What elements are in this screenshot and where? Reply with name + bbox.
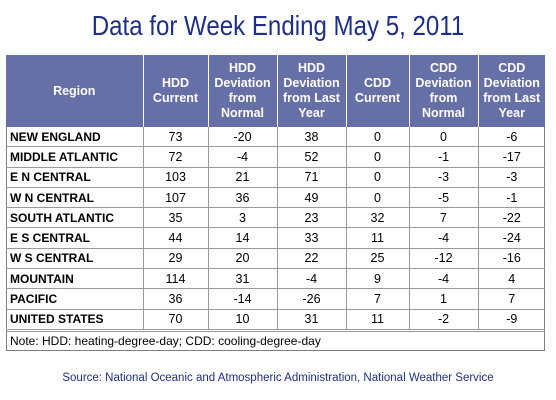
value-cell: -4 [409,227,479,249]
value-cell: 107 [143,187,209,209]
value-cell: 22 [277,248,347,270]
region-cell: W N CENTRAL [6,187,144,209]
value-cell: 0 [346,146,410,168]
page-title: Data for Week Ending May 5, 2011 [91,10,465,41]
table-header-row: Region HDD Current HDD Deviation from Normal HD… [6,55,545,127]
column-header: HDD Deviation from Last Year [277,55,347,127]
value-cell: 52 [277,146,347,168]
table-body: NEW ENGLAND 73 -20 38 0 0 -6 MIDDLE ATLANTIC 72-… [6,127,545,330]
value-cell: 11 [346,227,410,249]
value-cell: 4 [478,268,545,290]
value-cell: -6 [478,127,545,148]
degree-day-table: Region HDD Current HDD Deviation from Normal HD… [6,55,545,330]
table-row: E N CENTRAL 103 21 71 0 -3 -3 [6,167,545,188]
column-header: CDD Deviation from Last Year [478,55,545,127]
value-cell: 32 [346,207,410,229]
value-cell: 103 [143,167,209,188]
value-cell: 73 [143,127,209,148]
value-cell: -3 [478,167,545,188]
source-citation: Source: National Oceanic and Atmospheric… [62,372,494,384]
value-cell: 7 [409,207,479,229]
value-cell: -17 [478,146,545,168]
value-cell: -4 [277,268,347,290]
column-header: HDD Deviation from Normal [208,55,278,127]
table-row: W N CENTRAL 107 36 49 0 -5 -1 [6,187,545,209]
region-cell: MIDDLE ATLANTIC [6,146,144,168]
value-cell: 36 [143,288,209,310]
value-cell: 23 [277,207,347,229]
value-cell: -1 [409,146,479,168]
column-header: Region [6,55,144,127]
region-cell: UNITED STATES [6,309,144,330]
value-cell: 71 [277,167,347,188]
region-cell: E N CENTRAL [6,167,144,188]
value-cell: 0 [409,127,479,148]
table-row: W S CENTRAL 29 20 22 25 -12 -16 [6,248,545,270]
value-cell: 36 [208,187,278,209]
table-row: SOUTH ATLANTIC 35 3 23 32 7 -22 [6,207,545,229]
value-cell: -4 [208,146,278,168]
value-cell: 21 [208,167,278,188]
table-row: UNITED STATES 70 10 31 11 -2 -9 [6,309,545,330]
region-cell: MOUNTAIN [6,268,144,290]
table-note: Note: HDD: heating-degree-day; CDD: cool… [6,331,545,351]
column-header: HDD Current [143,55,209,127]
value-cell: 14 [208,227,278,249]
value-cell: 20 [208,248,278,270]
value-cell: -12 [409,248,479,270]
value-cell: 1 [409,288,479,310]
table-row: MOUNTAIN 114 31 -4 9 -4 4 [6,268,545,290]
value-cell: 70 [143,309,209,330]
value-cell: 31 [208,268,278,290]
value-cell: 33 [277,227,347,249]
value-cell: 49 [277,187,347,209]
value-cell: -1 [478,187,545,209]
value-cell: 0 [346,127,410,148]
region-cell: W S CENTRAL [6,248,144,270]
table-row: E S CENTRAL 44 14 33 11 -4 -24 [6,227,545,249]
value-cell: -9 [478,309,545,330]
value-cell: 9 [346,268,410,290]
value-cell: -3 [409,167,479,188]
value-cell: -2 [409,309,479,330]
value-cell: 35 [143,207,209,229]
column-header: CDD Current [346,55,410,127]
region-cell: E S CENTRAL [6,227,144,249]
value-cell: 0 [346,187,410,209]
value-cell: 10 [208,309,278,330]
value-cell: -5 [409,187,479,209]
region-cell: SOUTH ATLANTIC [6,207,144,229]
value-cell: 0 [346,167,410,188]
column-header: CDD Deviation from Normal [409,55,479,127]
value-cell: 11 [346,309,410,330]
value-cell: -24 [478,227,545,249]
value-cell: -14 [208,288,278,310]
value-cell: 72 [143,146,209,168]
value-cell: -20 [208,127,278,148]
value-cell: -26 [277,288,347,310]
table-row: PACIFIC 36 -14 -26 7 1 7 [6,288,545,310]
region-cell: NEW ENGLAND [6,127,144,148]
region-cell: PACIFIC [6,288,144,310]
value-cell: 31 [277,309,347,330]
value-cell: -22 [478,207,545,229]
value-cell: 44 [143,227,209,249]
table-row: MIDDLE ATLANTIC 72 -4 52 0 -1 -17 [6,146,545,168]
value-cell: 114 [143,268,209,290]
value-cell: 3 [208,207,278,229]
value-cell: 38 [277,127,347,148]
value-cell: 25 [346,248,410,270]
value-cell: 7 [478,288,545,310]
value-cell: 7 [346,288,410,310]
value-cell: 29 [143,248,209,270]
value-cell: -4 [409,268,479,290]
value-cell: -16 [478,248,545,270]
table-row: NEW ENGLAND 73 -20 38 0 0 -6 [6,127,545,148]
